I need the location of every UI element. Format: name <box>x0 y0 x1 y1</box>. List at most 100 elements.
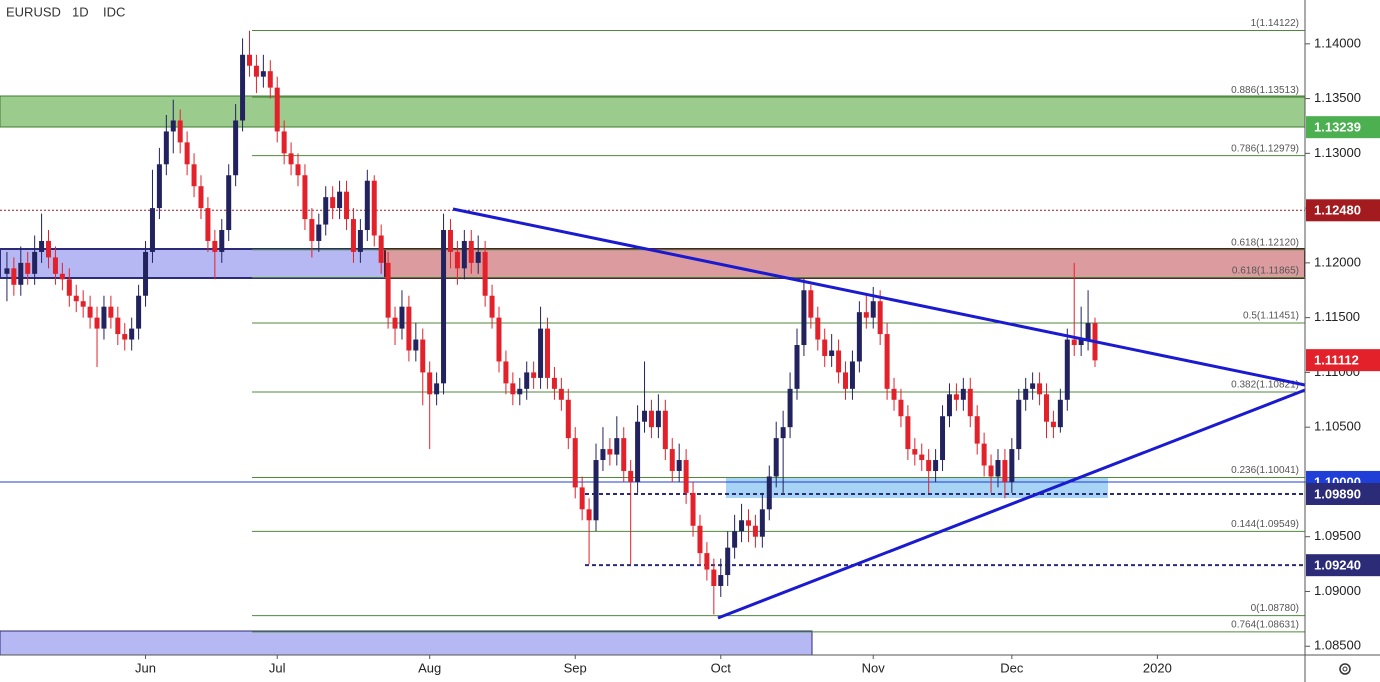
candle-body <box>482 251 488 296</box>
price-tag <box>1306 199 1380 222</box>
price-tag <box>1306 554 1380 577</box>
candle-body <box>94 317 100 329</box>
candle-body <box>253 65 259 77</box>
y-tick-label: 1.13000 <box>1314 145 1361 160</box>
candle-body <box>32 251 38 274</box>
candle-body <box>337 191 343 209</box>
candle-body <box>357 230 363 252</box>
candle-body <box>344 191 350 220</box>
candle-body <box>787 388 793 428</box>
candle-body <box>288 153 294 165</box>
price-tag-label: 1.11112 <box>1314 353 1359 368</box>
candle-body <box>635 421 641 482</box>
candle-body <box>745 520 751 526</box>
green-zone <box>0 95 1306 128</box>
candle-body <box>967 388 973 417</box>
candle-body <box>877 301 883 335</box>
x-tick-label: Oct <box>711 660 732 675</box>
candle-body <box>205 208 211 241</box>
candle-body <box>1071 339 1077 346</box>
x-tick-label: Sep <box>564 660 587 675</box>
candle-body <box>988 465 994 477</box>
candle-body <box>593 460 599 521</box>
candle-body <box>447 230 453 252</box>
candle-body <box>912 449 918 455</box>
y-tick-label: 1.10500 <box>1314 419 1361 434</box>
y-tick-label: 1.12000 <box>1314 254 1361 269</box>
price-tag <box>1306 116 1380 139</box>
candle-body <box>177 120 183 143</box>
candle-body <box>454 251 460 269</box>
symbol: EURUSD <box>6 4 61 19</box>
candle-body <box>66 279 72 296</box>
candle-body <box>427 372 433 395</box>
price-tag <box>1306 482 1380 505</box>
candle-body <box>600 449 606 461</box>
candle-body <box>115 317 121 335</box>
fib-label: 0.618(1.11865) <box>1232 265 1299 276</box>
candle-body <box>642 410 648 422</box>
candle-body <box>676 460 682 471</box>
fib-label: 1(1.14122) <box>1251 18 1299 29</box>
candle-body <box>399 306 405 329</box>
candle-body <box>545 328 551 378</box>
candle-body <box>1009 449 1015 482</box>
candle-body <box>683 460 689 493</box>
candle-body <box>184 142 190 165</box>
candle-body <box>739 520 745 532</box>
candle-body <box>378 235 384 263</box>
candle-body <box>621 438 627 471</box>
candle-body <box>371 180 377 236</box>
candle-body <box>870 301 876 318</box>
candle-body <box>385 262 391 318</box>
price-tag-label: 1.12480 <box>1314 203 1361 218</box>
candle-body <box>697 525 703 554</box>
settings-button[interactable] <box>1339 663 1351 675</box>
axis-labels: 1.140001.135001.130001.125001.120001.115… <box>135 35 1380 675</box>
candle-body <box>212 240 218 252</box>
zones <box>0 95 1306 656</box>
candle-body <box>669 449 675 471</box>
candle-body <box>995 460 1001 477</box>
candle-body <box>1057 399 1063 428</box>
candle-body <box>766 476 772 510</box>
settings-icon-center[interactable] <box>1342 666 1348 672</box>
candle-body <box>503 361 509 384</box>
candle-body <box>420 339 426 373</box>
candle-body <box>856 312 862 362</box>
candle-body <box>475 251 481 263</box>
candle-body <box>531 372 537 378</box>
candle-body <box>572 438 578 488</box>
candle-body <box>974 416 980 444</box>
red-zone <box>384 248 1306 279</box>
candle-body <box>510 383 516 395</box>
candle-body <box>330 197 336 209</box>
candle-body <box>953 394 959 400</box>
candle-body <box>614 438 620 455</box>
settings-icon[interactable] <box>1339 663 1351 675</box>
fib-levels: 1(1.14122) 0.886(1.13513) 0.786(1.12979) 0.… <box>252 18 1305 633</box>
candle-body <box>704 553 710 570</box>
fib-label: 0.618(1.12120) <box>1231 237 1299 248</box>
candle-body <box>87 306 93 318</box>
candle-body <box>558 388 564 400</box>
candle-body <box>80 301 86 307</box>
candle-body <box>946 394 952 417</box>
candle-body <box>628 470 634 482</box>
price-tag-label: 1.09240 <box>1314 558 1361 573</box>
candle-body <box>39 240 45 252</box>
candle-body <box>725 547 731 576</box>
price-tag <box>1306 349 1380 372</box>
candle-body <box>350 219 356 252</box>
fib-label: 0.786(1.12979) <box>1231 143 1299 154</box>
x-tick-label: 2020 <box>1143 660 1172 675</box>
candle-body <box>565 399 571 439</box>
candle-body <box>323 197 329 225</box>
fib-label: 0.5(1.11451) <box>1243 311 1299 322</box>
candle-body <box>136 295 142 329</box>
candle-body <box>1030 383 1036 389</box>
candle-body <box>655 410 661 428</box>
candle-body <box>1023 388 1029 400</box>
price-tag-label: 1.09890 <box>1314 486 1361 501</box>
